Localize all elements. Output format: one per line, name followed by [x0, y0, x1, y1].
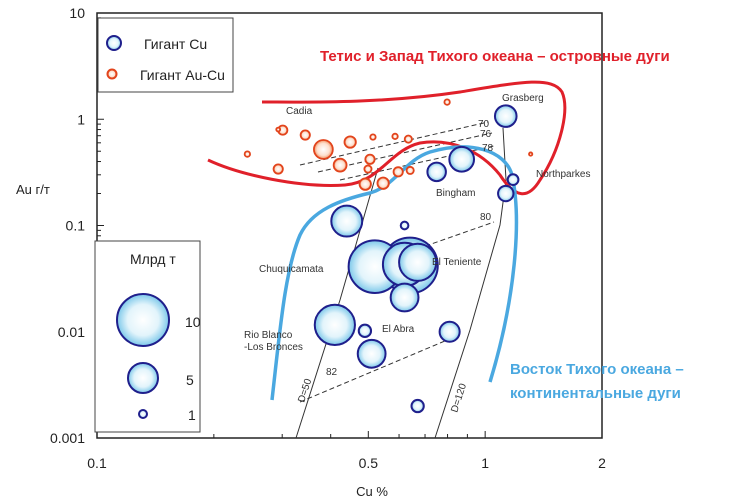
size-legend-label-5: 5 — [186, 372, 194, 388]
cu-giant-point — [493, 104, 518, 128]
aucu-giant-point — [403, 134, 413, 144]
legend-cu-label: Гигант Cu — [144, 36, 207, 52]
cu-giant-point — [357, 323, 373, 338]
y-tick-label: 0.1 — [66, 218, 86, 234]
size-legend-label-1: 1 — [188, 407, 196, 423]
aucu-giant-point — [358, 177, 372, 191]
cu-giant-point — [356, 338, 387, 369]
y-tick-label: 0.001 — [50, 430, 85, 446]
y-tick-label: 1 — [77, 111, 85, 127]
cu-giant-point — [399, 220, 410, 231]
size-legend-marker-5 — [127, 362, 159, 394]
x-axis-label: Cu % — [356, 484, 388, 499]
contour-label-76: 76 — [480, 129, 492, 140]
size-legend-title: Млрд т — [130, 251, 176, 267]
cu-giant-point — [389, 282, 420, 313]
contour-label-82: 82 — [326, 367, 338, 378]
x-tick-label: 0.1 — [87, 455, 107, 471]
aucu-giant-point — [391, 132, 399, 140]
label-rio-blanco: Rio Blanco — [244, 330, 293, 341]
aucu-giant-point — [376, 176, 390, 190]
legend-cu-marker — [106, 35, 122, 51]
aucu-giant-point — [392, 166, 404, 178]
cu-giant-point — [438, 320, 461, 343]
contour-label-d50: D=50 — [296, 377, 314, 404]
cu-giant-point — [497, 184, 515, 203]
legend-aucu-label: Гигант Au-Cu — [140, 67, 225, 83]
contour-lines — [295, 121, 507, 439]
contour-label-d120: D=120 — [449, 382, 469, 414]
x-tick-label: 2 — [598, 455, 606, 471]
x-tick-label: 1 — [481, 455, 489, 471]
aucu-giant-point — [528, 151, 534, 157]
red-region-annotation: Тетис и Запад Тихого океана – островные … — [320, 48, 670, 65]
cu-giant-point — [426, 161, 447, 183]
aucu-giant-point — [299, 129, 311, 141]
contour-label-70: 70 — [478, 119, 490, 130]
label-los-bronces: -Los Bronces — [244, 342, 303, 353]
y-tick-label: 0.01 — [58, 324, 85, 340]
x-tick-label: 0.5 — [359, 455, 379, 471]
aucu-giant-point — [363, 164, 373, 174]
aucu-giant-point — [275, 126, 282, 133]
size-legend-label-10: 10 — [185, 314, 201, 330]
label-grasberg: Grasberg — [502, 93, 544, 104]
blue-region-annotation-line2: континентальные дуги — [510, 385, 681, 402]
label-el-teniente: El Teniente — [432, 257, 482, 268]
cu-giant-point — [506, 173, 520, 187]
cu-giant-point — [313, 303, 356, 347]
cu-giant-point — [330, 204, 364, 238]
cu-giant-point — [398, 242, 438, 282]
aucu-giant-point — [313, 139, 334, 160]
data-points — [243, 98, 534, 414]
aucu-giant-point — [405, 165, 415, 175]
legend: Гигант Cu Гигант Au-Cu — [97, 17, 234, 93]
blue-region-outline — [270, 145, 519, 401]
depth-line-d50 — [295, 167, 379, 439]
legend-aucu-marker — [106, 68, 118, 80]
blue-region-annotation-line1: Восток Тихого океана – — [510, 361, 684, 378]
region-outlines — [207, 80, 567, 401]
label-el-abra: El Abra — [382, 324, 415, 335]
y-tick-label: 10 — [69, 5, 85, 21]
grade-line-76 — [317, 132, 493, 173]
aucu-giant-point — [364, 153, 376, 165]
aucu-giant-point — [272, 163, 284, 175]
aucu-giant-point — [369, 133, 377, 141]
cu-giant-point — [410, 398, 425, 414]
label-northparkes: Northparkes — [536, 169, 590, 180]
aucu-giant-point — [243, 150, 251, 158]
label-bingham: Bingham — [436, 188, 475, 199]
grade-line-82 — [299, 337, 453, 403]
cu-giant-point — [448, 145, 476, 173]
aucu-giant-point — [343, 135, 357, 149]
label-cadia: Cadia — [286, 106, 313, 117]
contour-label-78: 78 — [482, 143, 494, 154]
size-legend: Млрд т 10 5 1 — [94, 240, 201, 433]
contour-label-80: 80 — [480, 212, 492, 223]
size-legend-marker-10 — [116, 293, 170, 347]
red-region-outline — [207, 80, 567, 196]
aucu-giant-point — [443, 98, 451, 106]
grade-line-70 — [299, 121, 489, 166]
size-legend-marker-1 — [138, 409, 148, 419]
y-axis-label: Au г/т — [16, 182, 50, 197]
label-chuquicamata: Chuquicamata — [259, 264, 324, 275]
deposit-labels: Cadia Grasberg Northparkes Bingham Chuqu… — [244, 93, 590, 353]
aucu-giant-point — [332, 157, 348, 173]
